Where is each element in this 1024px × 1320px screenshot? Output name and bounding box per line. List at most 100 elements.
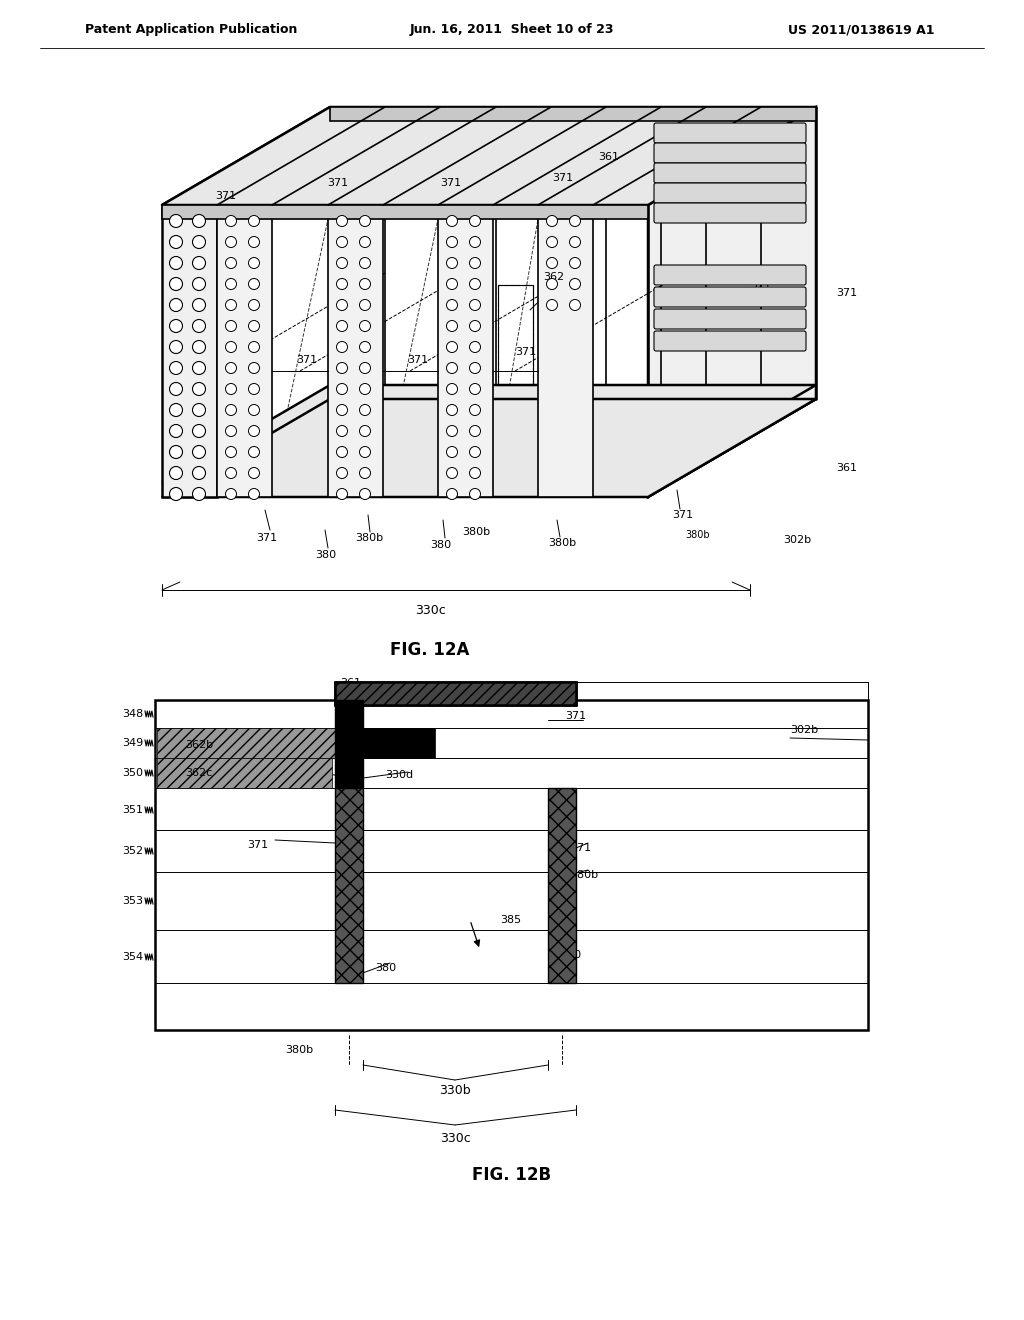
Circle shape bbox=[249, 363, 259, 374]
Circle shape bbox=[359, 321, 371, 331]
Circle shape bbox=[359, 488, 371, 499]
Circle shape bbox=[225, 425, 237, 437]
Circle shape bbox=[193, 362, 206, 375]
Bar bbox=[155, 700, 868, 1030]
Text: 380b: 380b bbox=[548, 539, 577, 548]
Circle shape bbox=[225, 363, 237, 374]
Circle shape bbox=[469, 279, 480, 289]
Bar bbox=[498, 285, 534, 385]
FancyBboxPatch shape bbox=[654, 123, 806, 143]
Text: 330c: 330c bbox=[439, 1131, 470, 1144]
Circle shape bbox=[359, 300, 371, 310]
Circle shape bbox=[170, 404, 182, 417]
Circle shape bbox=[446, 404, 458, 416]
Text: 380: 380 bbox=[315, 550, 336, 560]
Circle shape bbox=[225, 321, 237, 331]
Circle shape bbox=[547, 236, 557, 248]
FancyBboxPatch shape bbox=[654, 162, 806, 183]
Text: 302b: 302b bbox=[783, 535, 811, 545]
Text: 371: 371 bbox=[570, 843, 591, 853]
Circle shape bbox=[569, 236, 581, 248]
Text: 371: 371 bbox=[215, 191, 237, 201]
Circle shape bbox=[225, 236, 237, 248]
Circle shape bbox=[359, 384, 371, 395]
Text: 371: 371 bbox=[256, 533, 278, 543]
Circle shape bbox=[547, 257, 557, 268]
Polygon shape bbox=[162, 205, 648, 219]
Circle shape bbox=[193, 466, 206, 479]
Circle shape bbox=[170, 425, 182, 437]
Circle shape bbox=[170, 277, 182, 290]
Circle shape bbox=[337, 236, 347, 248]
Bar bbox=[548, 788, 575, 983]
Circle shape bbox=[469, 321, 480, 331]
Text: 380b: 380b bbox=[462, 527, 490, 537]
Circle shape bbox=[359, 257, 371, 268]
Circle shape bbox=[170, 235, 182, 248]
Circle shape bbox=[569, 215, 581, 227]
Text: 380b: 380b bbox=[355, 533, 383, 543]
Circle shape bbox=[193, 214, 206, 227]
Circle shape bbox=[569, 300, 581, 310]
Text: US 2011/0138619 A1: US 2011/0138619 A1 bbox=[788, 24, 935, 37]
Text: 380: 380 bbox=[430, 540, 452, 550]
Text: 351: 351 bbox=[122, 805, 143, 814]
Circle shape bbox=[446, 279, 458, 289]
Circle shape bbox=[249, 215, 259, 227]
Circle shape bbox=[193, 298, 206, 312]
Circle shape bbox=[193, 487, 206, 500]
Circle shape bbox=[225, 446, 237, 458]
Circle shape bbox=[337, 446, 347, 458]
Circle shape bbox=[547, 215, 557, 227]
Circle shape bbox=[469, 467, 480, 479]
Text: 302b: 302b bbox=[790, 725, 818, 735]
Circle shape bbox=[446, 300, 458, 310]
Circle shape bbox=[359, 342, 371, 352]
Circle shape bbox=[249, 488, 259, 499]
Bar bbox=[335, 700, 362, 788]
Circle shape bbox=[469, 363, 480, 374]
Circle shape bbox=[469, 425, 480, 437]
Circle shape bbox=[337, 425, 347, 437]
Circle shape bbox=[446, 236, 458, 248]
Circle shape bbox=[469, 257, 480, 268]
Circle shape bbox=[469, 488, 480, 499]
Text: 330b: 330b bbox=[439, 1084, 471, 1097]
Polygon shape bbox=[162, 385, 816, 483]
Circle shape bbox=[193, 319, 206, 333]
Text: 362: 362 bbox=[385, 738, 407, 748]
Circle shape bbox=[469, 342, 480, 352]
Bar bbox=[438, 205, 493, 498]
Circle shape bbox=[249, 425, 259, 437]
Text: 362b: 362b bbox=[185, 741, 213, 750]
Text: 371: 371 bbox=[750, 280, 771, 290]
FancyBboxPatch shape bbox=[654, 309, 806, 329]
Text: 361: 361 bbox=[598, 152, 618, 162]
Circle shape bbox=[359, 467, 371, 479]
Circle shape bbox=[249, 257, 259, 268]
Text: 380b: 380b bbox=[285, 1045, 313, 1055]
Text: 348: 348 bbox=[122, 709, 143, 719]
Circle shape bbox=[359, 404, 371, 416]
Circle shape bbox=[193, 277, 206, 290]
Text: 354: 354 bbox=[122, 952, 143, 962]
Text: 380: 380 bbox=[375, 964, 396, 973]
Text: 350: 350 bbox=[122, 768, 143, 777]
Circle shape bbox=[446, 488, 458, 499]
Circle shape bbox=[337, 342, 347, 352]
FancyBboxPatch shape bbox=[654, 203, 806, 223]
Circle shape bbox=[446, 425, 458, 437]
Polygon shape bbox=[648, 107, 816, 498]
FancyBboxPatch shape bbox=[654, 183, 806, 203]
Circle shape bbox=[225, 404, 237, 416]
Circle shape bbox=[359, 236, 371, 248]
Circle shape bbox=[193, 383, 206, 396]
Circle shape bbox=[225, 488, 237, 499]
Text: 371: 371 bbox=[552, 173, 573, 183]
Bar bbox=[335, 729, 435, 758]
Circle shape bbox=[547, 300, 557, 310]
Text: Jun. 16, 2011  Sheet 10 of 23: Jun. 16, 2011 Sheet 10 of 23 bbox=[410, 24, 614, 37]
Polygon shape bbox=[162, 399, 816, 498]
Circle shape bbox=[170, 466, 182, 479]
Text: 361: 361 bbox=[340, 678, 361, 688]
